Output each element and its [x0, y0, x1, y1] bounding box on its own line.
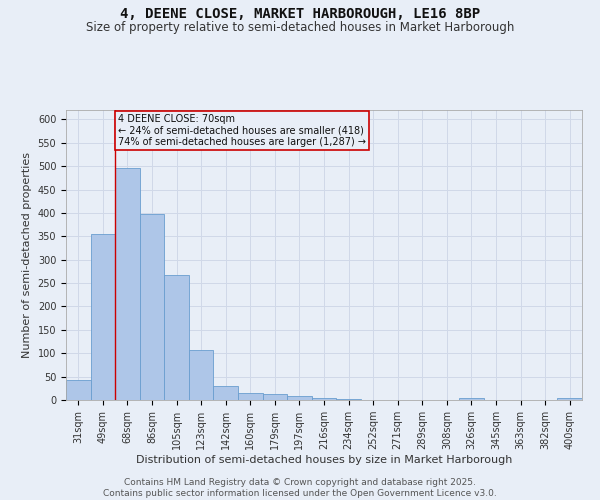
- Bar: [287, 396, 312, 400]
- Text: 4 DEENE CLOSE: 70sqm
← 24% of semi-detached houses are smaller (418)
74% of semi: 4 DEENE CLOSE: 70sqm ← 24% of semi-detac…: [118, 114, 365, 147]
- Text: Size of property relative to semi-detached houses in Market Harborough: Size of property relative to semi-detach…: [86, 21, 514, 34]
- Bar: [336, 398, 361, 400]
- Bar: [115, 168, 140, 400]
- Bar: [140, 214, 164, 400]
- Text: Contains HM Land Registry data © Crown copyright and database right 2025.
Contai: Contains HM Land Registry data © Crown c…: [103, 478, 497, 498]
- Bar: [66, 380, 91, 400]
- Text: 4, DEENE CLOSE, MARKET HARBOROUGH, LE16 8BP: 4, DEENE CLOSE, MARKET HARBOROUGH, LE16 …: [120, 8, 480, 22]
- Bar: [164, 274, 189, 400]
- Bar: [263, 394, 287, 400]
- Bar: [189, 350, 214, 400]
- Bar: [238, 394, 263, 400]
- Bar: [91, 234, 115, 400]
- X-axis label: Distribution of semi-detached houses by size in Market Harborough: Distribution of semi-detached houses by …: [136, 455, 512, 465]
- Bar: [214, 386, 238, 400]
- Bar: [312, 398, 336, 400]
- Bar: [557, 398, 582, 400]
- Bar: [459, 398, 484, 400]
- Y-axis label: Number of semi-detached properties: Number of semi-detached properties: [22, 152, 32, 358]
